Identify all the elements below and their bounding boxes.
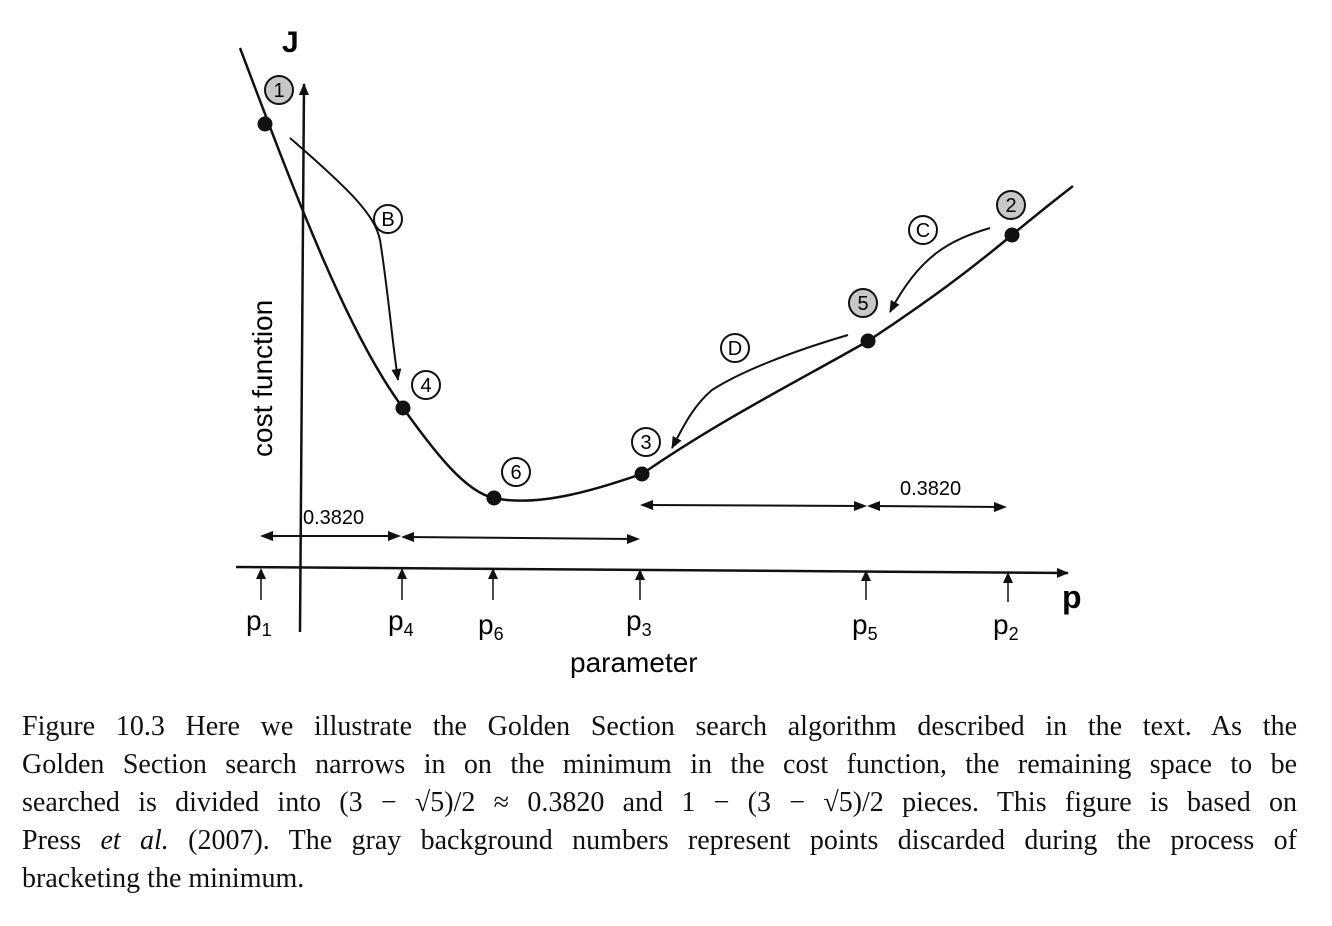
point-badge-1: 1 — [264, 75, 294, 105]
step-badge-D: D — [720, 333, 750, 363]
point-dot-4 — [395, 400, 411, 416]
point-badge-5: 5 — [848, 288, 878, 318]
y-axis — [298, 83, 309, 633]
interval-p3-p5 — [640, 500, 867, 511]
interval-p5-p2 — [867, 501, 1007, 512]
step-badge-B-label: B — [381, 209, 394, 231]
point-badge-1-label: 1 — [273, 80, 284, 102]
point-badge-3-label: 3 — [640, 432, 651, 454]
caption-line-4-c: (2007). The gray background numbers repr… — [168, 825, 1297, 856]
step-badge-B: B — [373, 204, 403, 234]
point-dot-1 — [257, 116, 273, 132]
figure-caption: Figure 10.3 Here we illustrate the Golde… — [22, 708, 1297, 898]
interval-label-left: 0.3820 — [303, 507, 364, 529]
tick-label-p3: p3 — [626, 605, 652, 640]
caption-line-4: Press et al. (2007). The gray background… — [22, 822, 1297, 860]
cost-function-curve — [238, 47, 1074, 502]
caption-line-4-a: Press — [22, 825, 101, 856]
interval-label-right: 0.3820 — [900, 478, 961, 500]
point-badge-2: 2 — [996, 190, 1026, 220]
step-arrow-D — [671, 334, 849, 449]
point-badge-4: 4 — [411, 370, 441, 400]
x-axis-letter: p — [1062, 579, 1082, 615]
caption-line-4-italic: et al. — [100, 825, 169, 856]
point-dot-3 — [634, 466, 650, 482]
interval-p1-p4 — [260, 531, 401, 541]
point-dot-5 — [860, 333, 876, 349]
x-axis — [235, 565, 1069, 578]
point-dot-2 — [1004, 227, 1020, 243]
point-badge-5-label: 5 — [857, 293, 868, 315]
step-badge-C: C — [908, 215, 938, 245]
golden-section-diagram: J p cost function parameter 1 2 3 4 5 6 … — [235, 26, 1082, 678]
point-badge-4-label: 4 — [420, 375, 431, 397]
tick-arrows — [256, 568, 1013, 602]
caption-line-2: Golden Section search narrows in on the … — [22, 749, 1297, 780]
tick-label-p1: p1 — [246, 605, 272, 640]
step-badge-D-label: D — [728, 338, 742, 360]
point-badge-2-label: 2 — [1005, 195, 1016, 217]
interval-p4-p3 — [401, 532, 640, 544]
point-badge-3: 3 — [631, 427, 661, 457]
tick-label-p2: p2 — [993, 609, 1019, 644]
point-badge-6: 6 — [501, 457, 531, 487]
y-axis-title: cost function — [247, 300, 278, 457]
point-badge-6-label: 6 — [510, 462, 521, 484]
caption-line-3: searched is divided into (3 − √5)/2 ≈ 0.… — [22, 787, 1297, 818]
point-dot-6 — [486, 490, 502, 506]
x-axis-title: parameter — [570, 647, 698, 678]
step-arrow-B — [289, 137, 402, 381]
caption-line-5: bracketing the minimum. — [22, 863, 305, 894]
tick-label-p4: p4 — [388, 605, 414, 640]
tick-label-p5: p5 — [852, 609, 878, 644]
tick-label-p6: p6 — [478, 609, 504, 644]
step-badge-C-label: C — [916, 220, 930, 242]
step-arrow-C — [889, 227, 991, 313]
y-axis-letter: J — [282, 26, 299, 59]
caption-line-1: Figure 10.3 Here we illustrate the Golde… — [22, 711, 1297, 742]
